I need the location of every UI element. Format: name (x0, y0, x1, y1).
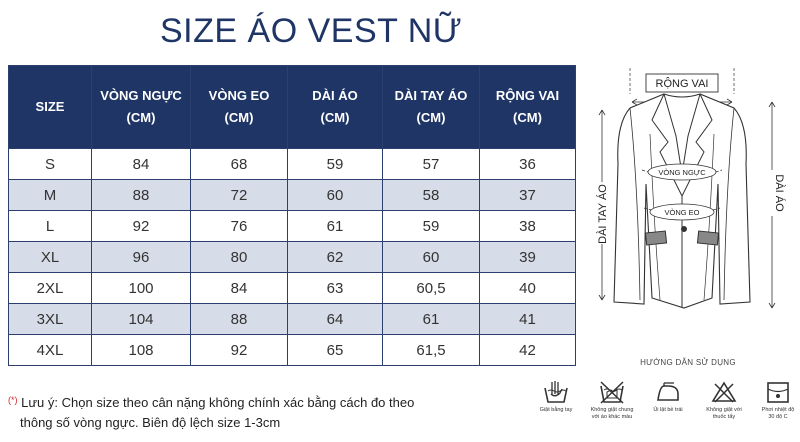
care-label: Ủi lật bề trái (653, 407, 683, 413)
cell-length: 62 (287, 241, 383, 273)
no-bleach-icon (711, 381, 737, 403)
cell-sleeve: 59 (382, 210, 480, 242)
chest-label: VÒNG NGỰC (658, 168, 706, 177)
cell-length: 64 (287, 303, 383, 335)
header-shoulder: RỘNG VAI (CM) (479, 65, 576, 149)
shoulder-label-box (645, 73, 719, 93)
header-waist: VÒNG EO (CM) (190, 65, 288, 149)
cell-waist: 84 (190, 272, 288, 304)
cell-sleeve: 60,5 (382, 272, 480, 304)
sleeve-label: DÀI TAY ÁO (596, 184, 609, 244)
cell-chest: 104 (91, 303, 191, 335)
cell-length: 63 (287, 272, 383, 304)
cell-shoulder: 39 (479, 241, 576, 273)
header-length: DÀI ÁO (CM) (287, 65, 383, 149)
cell-sleeve: 60 (382, 241, 480, 273)
cell-size: L (8, 210, 92, 242)
cell-waist: 72 (190, 179, 288, 211)
cell-chest: 108 (91, 334, 191, 366)
care-label: Không giặt với thuốc tẩy (706, 407, 742, 420)
cell-length: 59 (287, 148, 383, 180)
table-row: XL 96 80 62 60 39 (8, 241, 576, 273)
waist-label: VÒNG EO (664, 208, 699, 217)
cell-size: S (8, 148, 92, 180)
cell-size: 3XL (8, 303, 92, 335)
table-row: M 88 72 60 58 37 (8, 179, 576, 211)
cell-waist: 80 (190, 241, 288, 273)
cell-waist: 76 (190, 210, 288, 242)
cell-length: 60 (287, 179, 383, 211)
cell-shoulder: 41 (479, 303, 576, 335)
cell-sleeve: 57 (382, 148, 480, 180)
size-note: (*) Lưu ý: Chọn size theo cân nặng không… (8, 393, 478, 433)
cell-waist: 88 (190, 303, 288, 335)
care-label: Không giặt chung với áo khác màu (590, 407, 634, 420)
table-row: S 84 68 59 57 36 (8, 148, 576, 180)
table-row: 2XL 100 84 63 60,5 40 (8, 272, 576, 304)
table-row: 4XL 108 92 65 61,5 42 (8, 334, 576, 366)
care-item: Giặt bằng tay (528, 380, 584, 414)
cell-waist: 92 (190, 334, 288, 366)
table-row: L 92 76 61 59 38 (8, 210, 576, 242)
page-title: SIZE ÁO VEST NỮ (160, 12, 463, 50)
header-chest: VÒNG NGỰC (CM) (91, 65, 191, 149)
header-sleeve: DÀI TAY ÁO (CM) (382, 65, 480, 149)
cell-size: XL (8, 241, 92, 273)
table-row: 3XL 104 88 64 61 41 (8, 303, 576, 335)
note-line-1: Lưu ý: Chọn size theo cân nặng không chí… (21, 395, 415, 410)
cell-sleeve: 58 (382, 179, 480, 211)
hand-wash-icon (544, 381, 568, 403)
no-wash-together-icon (600, 381, 624, 404)
iron-reverse-icon (657, 382, 679, 401)
cell-length: 65 (287, 334, 383, 366)
cell-chest: 84 (91, 148, 191, 180)
cell-length: 61 (287, 210, 383, 242)
cell-chest: 100 (91, 272, 191, 304)
care-item: Không giặt chung với áo khác màu (584, 380, 640, 421)
cell-size: M (8, 179, 92, 211)
cell-sleeve: 61,5 (382, 334, 480, 366)
length-label: DÀI ÁO (773, 174, 786, 212)
note-line-2: thông số vòng ngực. Biên độ lệch size 1-… (20, 415, 281, 430)
cell-chest: 92 (91, 210, 191, 242)
care-item: Phơi nhiệt độ 30 độ C (750, 380, 800, 421)
dry-30c-icon (767, 382, 789, 403)
table-body: S 84 68 59 57 36 M 88 72 60 58 37 L 92 76 61 59 38 XL 96 80 6… (8, 148, 576, 366)
care-item: Không giặt với thuốc tẩy (696, 380, 752, 421)
cell-shoulder: 42 (479, 334, 576, 366)
cell-chest: 88 (91, 179, 191, 211)
care-label: Phơi nhiệt độ 30 độ C (761, 407, 795, 420)
cell-waist: 68 (190, 148, 288, 180)
cell-shoulder: 37 (479, 179, 576, 211)
cell-size: 2XL (8, 272, 92, 304)
jacket-diagram: RỘNG VAI VÒNG NGỰC VÒNG EO DÀI TAY ÁO DÀ… (590, 68, 786, 309)
care-item: Ủi lật bề trái (640, 380, 696, 414)
size-table: SIZE VÒNG NGỰC (CM) VÒNG EO (CM) DÀI ÁO (CM… (8, 65, 576, 366)
table-header-row: SIZE VÒNG NGỰC (CM) VÒNG EO (CM) DÀI ÁO (CM… (8, 65, 576, 149)
care-label: Giặt bằng tay (539, 407, 573, 413)
cell-shoulder: 38 (479, 210, 576, 242)
shoulder-label: RỘNG VAI (656, 77, 709, 90)
cell-shoulder: 36 (479, 148, 576, 180)
cell-chest: 96 (91, 241, 191, 273)
cell-shoulder: 40 (479, 272, 576, 304)
care-title: HƯỚNG DẪN SỬ DỤNG (640, 358, 736, 367)
cell-size: 4XL (8, 334, 92, 366)
cell-sleeve: 61 (382, 303, 480, 335)
note-asterisk: (*) (8, 395, 18, 405)
care-instructions: Giặt bằng tay Không giặt chung với áo khá… (528, 380, 800, 440)
header-size: SIZE (8, 65, 92, 149)
